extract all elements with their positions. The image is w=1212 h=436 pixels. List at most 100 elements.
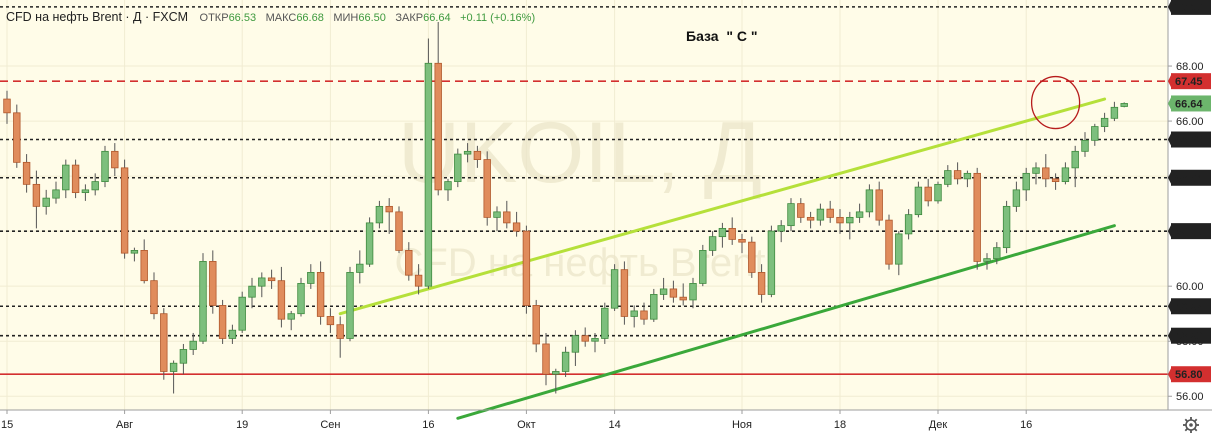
candle-105[interactable] [1032,162,1040,185]
candle-1[interactable] [13,104,21,168]
trend-line-lower[interactable] [456,224,1116,420]
candle-83[interactable] [816,203,825,226]
candle-30[interactable] [297,277,305,317]
plot-background[interactable] [0,0,1168,410]
candle-96[interactable] [944,165,952,188]
candle-14[interactable] [140,239,148,284]
candle-55[interactable] [542,332,550,386]
candle-82[interactable] [806,211,815,229]
candle-75[interactable] [738,233,746,254]
candle-20[interactable] [199,253,207,344]
candle-80[interactable] [787,198,795,232]
price-badge-56.80[interactable]: 56.80 [1168,366,1211,383]
candle-97[interactable] [953,162,962,185]
candle-114[interactable] [1120,102,1128,108]
candle-81[interactable] [797,198,805,223]
candle-78[interactable] [767,225,776,298]
candle-16[interactable] [160,308,168,380]
settings-gear-icon[interactable] [1183,417,1199,433]
candle-94[interactable] [924,178,932,207]
candle-26[interactable] [258,272,266,298]
candle-34[interactable] [336,316,344,358]
candle-61[interactable] [601,302,609,344]
candle-7[interactable] [71,159,80,199]
candle-19[interactable] [189,332,197,355]
candle-2[interactable] [22,154,31,193]
candle-47[interactable] [463,143,472,163]
price-badge-67.45[interactable]: 67.45 [1168,73,1211,90]
candle-68[interactable] [669,280,678,303]
candle-85[interactable] [836,209,844,234]
candle-70[interactable] [689,277,697,309]
candle-110[interactable] [1081,132,1089,157]
time-axis-background[interactable] [0,410,1212,436]
candle-31[interactable] [307,264,315,289]
candle-84[interactable] [826,200,834,223]
candle-77[interactable] [757,264,766,303]
candle-93[interactable] [914,181,923,218]
candle-74[interactable] [728,217,736,245]
candle-29[interactable] [287,310,295,331]
candle-87[interactable] [855,203,864,223]
candle-106[interactable] [1042,154,1050,188]
candle-67[interactable] [659,277,668,300]
candle-57[interactable] [561,346,570,377]
candle-28[interactable] [277,266,286,328]
candle-9[interactable] [91,173,99,196]
price-badge-65.33[interactable]: 65.33 [1168,131,1211,148]
candle-21[interactable] [209,250,217,314]
price-badge-58.20[interactable]: 58.20 [1168,327,1211,344]
candle-65[interactable] [640,302,648,325]
last-price-badge[interactable]: 66.64 [1168,95,1211,112]
candle-43[interactable] [424,38,433,289]
candle-102[interactable] [1002,200,1011,254]
candle-41[interactable] [405,242,413,281]
candle-33[interactable] [326,308,335,333]
candle-23[interactable] [228,324,237,344]
price-badge-59.27[interactable]: 59.27 [1168,298,1211,315]
candle-39[interactable] [385,198,393,234]
candle-104[interactable] [1022,167,1030,201]
candle-13[interactable] [130,247,139,262]
candle-64[interactable] [630,305,638,328]
candle-109[interactable] [1071,145,1079,188]
price-badge-63.94[interactable]: 63.94 [1168,169,1211,186]
candle-15[interactable] [150,272,158,320]
candle-45[interactable] [444,178,452,201]
candle-4[interactable] [42,189,50,215]
candle-107[interactable] [1051,173,1060,190]
candle-90[interactable] [885,214,893,270]
candle-95[interactable] [934,181,942,204]
candle-36[interactable] [356,250,364,284]
candle-17[interactable] [169,360,178,394]
candle-5[interactable] [52,181,60,204]
highlight-circle[interactable] [1030,75,1081,130]
candle-103[interactable] [1012,181,1021,212]
candle-3[interactable] [32,170,41,229]
candle-79[interactable] [777,220,785,243]
candle-88[interactable] [865,184,874,218]
candle-27[interactable] [267,269,276,289]
candle-0[interactable] [3,90,11,124]
candle-46[interactable] [454,148,462,188]
candle-35[interactable] [346,266,354,342]
candle-62[interactable] [610,264,619,311]
candle-54[interactable] [532,299,540,353]
candle-76[interactable] [748,236,756,278]
candle-108[interactable] [1061,162,1070,185]
candle-42[interactable] [414,264,423,295]
candle-32[interactable] [316,261,325,325]
candle-18[interactable] [179,343,188,375]
candle-12[interactable] [120,159,129,259]
candle-44[interactable] [434,22,442,196]
candle-100[interactable] [983,253,991,270]
candle-72[interactable] [708,231,717,256]
candle-38[interactable] [375,200,384,229]
trend-line-upper[interactable] [338,97,1107,316]
candle-51[interactable] [503,200,511,229]
candle-98[interactable] [963,170,972,188]
candle-6[interactable] [62,159,70,199]
candle-48[interactable] [473,145,482,168]
candle-66[interactable] [650,288,658,322]
candle-56[interactable] [552,368,560,394]
